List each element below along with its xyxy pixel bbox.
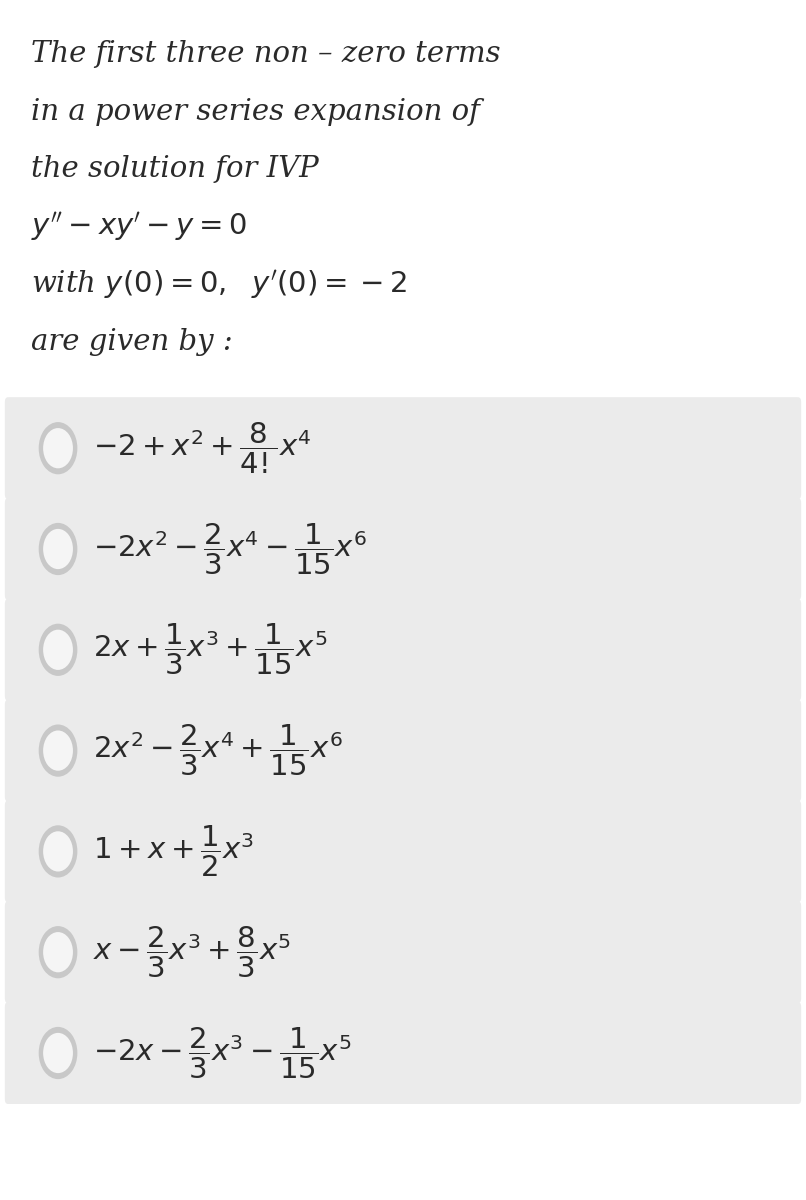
FancyBboxPatch shape xyxy=(5,397,801,499)
FancyBboxPatch shape xyxy=(5,498,801,600)
Ellipse shape xyxy=(39,523,77,575)
Ellipse shape xyxy=(43,1033,73,1073)
Text: $-2 + x^2 + \dfrac{8}{4!}x^4$: $-2 + x^2 + \dfrac{8}{4!}x^4$ xyxy=(93,421,311,475)
Text: the solution for IVP: the solution for IVP xyxy=(31,155,318,184)
Text: $-2x - \dfrac{2}{3}x^3 - \dfrac{1}{15}x^5$: $-2x - \dfrac{2}{3}x^3 - \dfrac{1}{15}x^… xyxy=(93,1026,351,1080)
Text: $-2x^2 - \dfrac{2}{3}x^4 - \dfrac{1}{15}x^6$: $-2x^2 - \dfrac{2}{3}x^4 - \dfrac{1}{15}… xyxy=(93,522,367,576)
Text: $1 + x + \dfrac{1}{2}x^3$: $1 + x + \dfrac{1}{2}x^3$ xyxy=(93,824,254,878)
Text: $2x^2 - \dfrac{2}{3}x^4 + \dfrac{1}{15}x^6$: $2x^2 - \dfrac{2}{3}x^4 + \dfrac{1}{15}x… xyxy=(93,724,343,778)
Text: $2x + \dfrac{1}{3}x^3 + \dfrac{1}{15}x^5$: $2x + \dfrac{1}{3}x^3 + \dfrac{1}{15}x^5… xyxy=(93,623,327,677)
Text: $y'' - xy' - y = 0$: $y'' - xy' - y = 0$ xyxy=(31,210,247,244)
Ellipse shape xyxy=(39,826,77,877)
Ellipse shape xyxy=(39,422,77,474)
Ellipse shape xyxy=(43,428,73,468)
Ellipse shape xyxy=(43,832,73,871)
FancyBboxPatch shape xyxy=(5,700,801,802)
Ellipse shape xyxy=(43,731,73,770)
Ellipse shape xyxy=(39,926,77,978)
Text: in a power series expansion of: in a power series expansion of xyxy=(31,97,480,126)
Text: are given by :: are given by : xyxy=(31,328,232,356)
Ellipse shape xyxy=(43,630,73,670)
Ellipse shape xyxy=(39,624,77,676)
Ellipse shape xyxy=(43,932,73,972)
Ellipse shape xyxy=(39,1027,77,1079)
Text: $x - \dfrac{2}{3}x^3 + \dfrac{8}{3}x^5$: $x - \dfrac{2}{3}x^3 + \dfrac{8}{3}x^5$ xyxy=(93,925,291,979)
Text: The first three non – zero terms: The first three non – zero terms xyxy=(31,40,501,68)
Text: with $y(0) = 0,\ \ y'(0) = -2$: with $y(0) = 0,\ \ y'(0) = -2$ xyxy=(31,268,406,301)
FancyBboxPatch shape xyxy=(5,800,801,902)
FancyBboxPatch shape xyxy=(5,1002,801,1104)
FancyBboxPatch shape xyxy=(5,901,801,1003)
FancyBboxPatch shape xyxy=(5,599,801,701)
Ellipse shape xyxy=(39,725,77,776)
Ellipse shape xyxy=(43,529,73,569)
